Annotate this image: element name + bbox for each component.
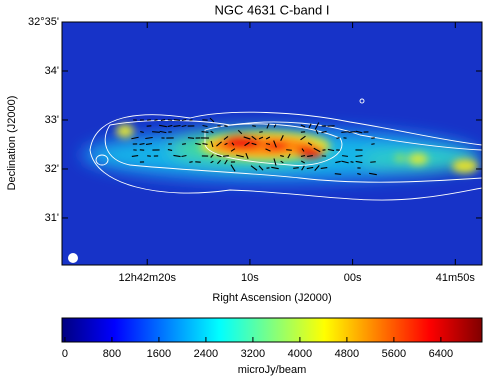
polarization-vector bbox=[351, 162, 354, 163]
y-tick-label: 31' bbox=[45, 212, 59, 224]
polarization-vector bbox=[152, 132, 160, 133]
colorbar-tick-label: 800 bbox=[103, 348, 121, 360]
y-tick-label: 34' bbox=[45, 65, 59, 77]
polarization-vector bbox=[202, 132, 209, 133]
y-tick-label: 33' bbox=[45, 114, 59, 126]
polarization-vector bbox=[154, 120, 157, 121]
colorbar-tick-label: 2400 bbox=[194, 348, 218, 360]
y-axis-label: Declination (J2000) bbox=[6, 96, 18, 191]
polarization-vector bbox=[335, 174, 341, 175]
colorbar-label: microJy/beam bbox=[238, 364, 306, 376]
polarization-vector bbox=[161, 120, 165, 121]
polarization-vector bbox=[174, 120, 180, 121]
colorbar-tick-label: 5600 bbox=[382, 348, 406, 360]
x-tick-label: 12h42m20s bbox=[118, 272, 176, 284]
polarization-vector bbox=[252, 126, 256, 127]
x-axis-label: Right Ascension (J2000) bbox=[212, 292, 331, 304]
chart-title: NGC 4631 C-band I bbox=[215, 2, 330, 17]
polarization-vector bbox=[342, 156, 348, 157]
polarization-vector bbox=[189, 162, 192, 163]
polarization-vector bbox=[293, 168, 299, 169]
polarization-vector bbox=[168, 120, 172, 121]
polarization-vector bbox=[266, 144, 270, 145]
radio-image bbox=[62, 22, 482, 265]
colorbar-tick-label: 0 bbox=[62, 348, 68, 360]
colorbar-tick-label: 1600 bbox=[147, 348, 171, 360]
polarization-vector bbox=[223, 156, 229, 157]
polarization-vector bbox=[336, 138, 339, 139]
polarization-vector bbox=[224, 126, 227, 127]
polarization-vector bbox=[259, 132, 262, 133]
polarization-vector bbox=[371, 144, 374, 145]
colorbar-tick-label: 6400 bbox=[429, 348, 453, 360]
x-tick-label: 00s bbox=[344, 272, 362, 284]
colorbar-tick-label: 4800 bbox=[335, 348, 359, 360]
colorbar-tick-label: 3200 bbox=[241, 348, 265, 360]
polarization-vector bbox=[349, 132, 356, 133]
y-tick-label: 32°35' bbox=[28, 16, 59, 28]
x-tick-label: 41m50s bbox=[436, 272, 476, 284]
polarization-vector bbox=[188, 138, 194, 139]
beam bbox=[68, 253, 78, 263]
polarization-vector bbox=[182, 144, 186, 145]
x-tick-label: 10s bbox=[241, 272, 259, 284]
y-tick-label: 32' bbox=[45, 163, 59, 175]
polarization-vector bbox=[355, 156, 362, 157]
polarization-vector bbox=[146, 144, 152, 145]
polarization-vector bbox=[139, 144, 144, 145]
polarization-vector bbox=[341, 132, 348, 133]
colorbar-tick-label: 4000 bbox=[288, 348, 312, 360]
colorbar bbox=[62, 318, 482, 342]
